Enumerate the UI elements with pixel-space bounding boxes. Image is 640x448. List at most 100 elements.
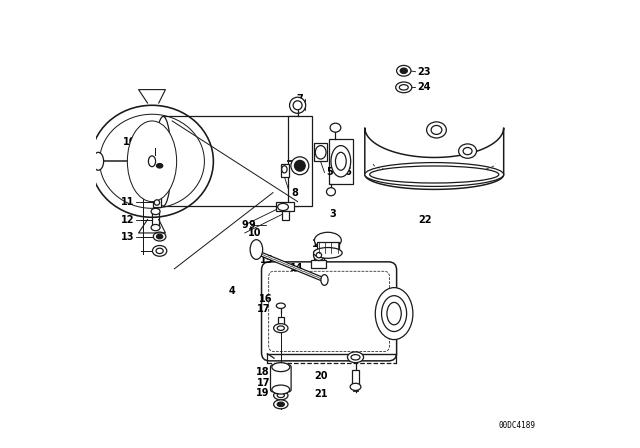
Text: 11: 11: [120, 197, 134, 207]
Ellipse shape: [154, 232, 166, 241]
Text: 17: 17: [257, 378, 271, 388]
Text: 15: 15: [260, 255, 274, 265]
Bar: [163, 116, 298, 206]
Ellipse shape: [400, 68, 407, 73]
Text: 6: 6: [344, 168, 351, 177]
Ellipse shape: [294, 160, 305, 171]
Bar: [153, 196, 161, 207]
Ellipse shape: [250, 240, 262, 259]
Ellipse shape: [277, 402, 284, 407]
Ellipse shape: [335, 152, 346, 170]
Ellipse shape: [289, 97, 306, 113]
Bar: [275, 388, 286, 392]
Text: 9: 9: [248, 220, 255, 230]
Bar: [329, 139, 353, 184]
Ellipse shape: [314, 232, 341, 248]
Ellipse shape: [154, 161, 166, 170]
Ellipse shape: [272, 362, 290, 371]
Text: 12: 12: [120, 215, 134, 224]
Text: 20: 20: [315, 371, 328, 381]
Text: 23: 23: [418, 67, 431, 77]
Ellipse shape: [274, 391, 288, 400]
Text: 2: 2: [319, 239, 325, 249]
Ellipse shape: [375, 288, 413, 340]
Ellipse shape: [148, 156, 156, 167]
Bar: [278, 317, 284, 327]
Ellipse shape: [381, 296, 406, 332]
Ellipse shape: [274, 323, 288, 332]
Bar: [352, 370, 359, 387]
Text: 00DC4189: 00DC4189: [499, 421, 536, 430]
Ellipse shape: [459, 144, 477, 158]
Ellipse shape: [387, 302, 401, 325]
Text: 16: 16: [259, 294, 272, 304]
Bar: [275, 365, 286, 369]
Bar: [311, 259, 326, 267]
Ellipse shape: [156, 164, 163, 168]
Bar: [282, 211, 289, 220]
Text: 7: 7: [296, 94, 303, 103]
Text: 4: 4: [228, 286, 235, 296]
Ellipse shape: [399, 85, 408, 90]
Ellipse shape: [161, 134, 175, 188]
Ellipse shape: [351, 355, 360, 360]
Polygon shape: [365, 128, 504, 190]
Bar: [281, 164, 289, 177]
Text: 5: 5: [326, 168, 333, 177]
Ellipse shape: [331, 146, 351, 177]
Ellipse shape: [348, 352, 364, 363]
Ellipse shape: [463, 147, 472, 155]
Ellipse shape: [431, 125, 442, 134]
Text: 22: 22: [419, 215, 432, 224]
Ellipse shape: [316, 146, 326, 159]
Ellipse shape: [314, 250, 324, 260]
Text: 9: 9: [241, 220, 248, 230]
Ellipse shape: [397, 65, 411, 76]
FancyBboxPatch shape: [262, 262, 397, 361]
Ellipse shape: [326, 188, 335, 196]
Bar: [314, 250, 324, 263]
Ellipse shape: [291, 157, 308, 175]
Text: 8: 8: [292, 188, 299, 198]
Ellipse shape: [127, 121, 177, 202]
Text: 19: 19: [256, 388, 269, 398]
Text: 10: 10: [123, 138, 136, 147]
Ellipse shape: [156, 234, 163, 239]
Bar: [152, 211, 159, 228]
Ellipse shape: [155, 116, 172, 206]
Ellipse shape: [289, 116, 306, 206]
Text: 21: 21: [315, 389, 328, 399]
Text: 24: 24: [418, 82, 431, 92]
Text: 10: 10: [248, 228, 262, 238]
Ellipse shape: [151, 224, 160, 231]
Ellipse shape: [350, 383, 361, 391]
Text: 18: 18: [256, 367, 269, 377]
Bar: [150, 137, 159, 148]
Ellipse shape: [277, 393, 284, 398]
Bar: [287, 116, 312, 206]
Ellipse shape: [156, 248, 163, 254]
Text: 3: 3: [330, 209, 336, 219]
Ellipse shape: [282, 166, 287, 173]
Text: 14: 14: [289, 263, 303, 273]
Ellipse shape: [316, 252, 321, 258]
Ellipse shape: [278, 203, 289, 211]
Ellipse shape: [154, 200, 159, 205]
Text: 13: 13: [120, 233, 134, 242]
Ellipse shape: [152, 246, 167, 256]
Ellipse shape: [272, 385, 290, 394]
Ellipse shape: [93, 152, 104, 170]
Ellipse shape: [151, 208, 160, 215]
Text: 9: 9: [131, 161, 138, 171]
Ellipse shape: [276, 303, 285, 308]
Ellipse shape: [293, 101, 302, 110]
Ellipse shape: [321, 275, 328, 285]
FancyBboxPatch shape: [271, 365, 291, 392]
Bar: [317, 241, 339, 253]
Text: 17: 17: [257, 304, 271, 314]
Ellipse shape: [365, 163, 504, 186]
Ellipse shape: [277, 326, 284, 330]
Ellipse shape: [427, 122, 446, 138]
Ellipse shape: [370, 166, 499, 183]
Bar: [314, 143, 327, 161]
